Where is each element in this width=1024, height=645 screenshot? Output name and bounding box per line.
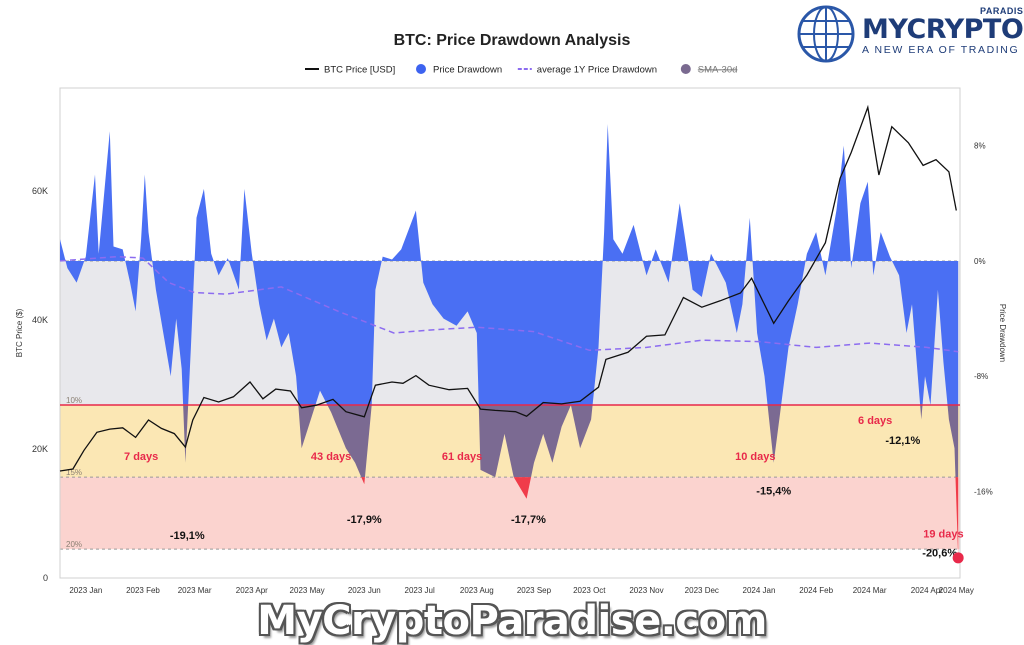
series-lines — [59, 104, 959, 472]
x-tick: 2023 Jun — [348, 586, 381, 595]
brand-name: MYCRYPTO — [862, 14, 1024, 45]
y-right-tick: -8% — [974, 372, 988, 381]
drawdown-area-upper — [60, 124, 959, 406]
drawdown-area — [60, 124, 960, 558]
legend-swatch-dot — [680, 64, 691, 74]
y-right-tick: 0% — [974, 257, 986, 266]
annotation-label: -15,4% — [756, 485, 791, 497]
x-tick: 2023 Nov — [629, 586, 663, 595]
y-right-tick: 8% — [974, 142, 986, 151]
brand-top-text: PARADISE — [980, 6, 1024, 16]
brand-logo: PARADISE MYCRYPTO A NEW ERA OF TRADING — [796, 4, 1024, 64]
band-label: 20% — [66, 540, 82, 549]
x-tick: 2023 Aug — [460, 586, 494, 595]
legend-item: BTC Price [USD] — [305, 65, 395, 76]
y-right-tick: -16% — [974, 488, 993, 497]
x-tick: 2023 May — [290, 586, 325, 595]
brand-tagline: A NEW ERA OF TRADING — [862, 44, 1020, 56]
annotation-label: -12,1% — [885, 435, 920, 447]
annotation-label: 10 days — [735, 451, 775, 463]
btc-price-line — [59, 104, 957, 472]
chart-title: BTC: Price Drawdown Analysis — [394, 32, 631, 49]
x-tick: 2024 Feb — [799, 586, 833, 595]
legend-item: SMA-30d — [680, 64, 738, 76]
band-positive — [60, 88, 960, 261]
legend-swatch-dot — [416, 64, 426, 74]
y-left-tick: 20K — [32, 444, 48, 454]
band-label: 10% — [66, 396, 82, 405]
band-label: 15% — [66, 468, 82, 477]
legend-item: Price Drawdown — [416, 64, 502, 76]
globe-icon — [797, 5, 855, 63]
annotations: 7 days 43 days 61 days 10 days 6 days 19 days… — [124, 415, 964, 564]
x-tick: 2024 Mar — [853, 586, 887, 595]
y-right-label: Price Drawdown — [998, 304, 1007, 362]
plot-frame — [59, 87, 961, 579]
y-left-label: BTC Price ($) — [15, 308, 24, 357]
x-tick: 2023 Dec — [685, 586, 719, 595]
endpoint-marker — [952, 552, 964, 564]
legend-label: SMA-30d — [698, 65, 738, 76]
legend-label: average 1Y Price Drawdown — [537, 65, 657, 76]
annotation-label: -19,1% — [170, 530, 205, 542]
y-left-tick: 0 — [43, 573, 48, 583]
legend: BTC Price [USD] Price Drawdown average 1Y … — [305, 64, 737, 76]
x-tick: 2024 May — [939, 586, 974, 595]
x-tick: 2023 Jul — [405, 586, 435, 595]
annotation-label: -17,7% — [511, 514, 546, 526]
y-left-tick: 60K — [32, 186, 48, 196]
y-left-tick: 40K — [32, 315, 48, 325]
x-tick: 2023 Oct — [573, 586, 606, 595]
annotation-label: 43 days — [311, 451, 351, 463]
legend-item: average 1Y Price Drawdown — [517, 65, 657, 76]
x-tick: 2023 Jan — [69, 586, 102, 595]
annotation-label: 61 days — [442, 451, 482, 463]
x-tick: 2024 Jan — [743, 586, 776, 595]
x-tick: 2023 Apr — [236, 586, 268, 595]
annotation-label: 6 days — [858, 415, 892, 427]
annotation-label: 19 days — [923, 529, 963, 541]
avg-1y-drawdown-line — [59, 255, 959, 353]
x-tick: 2023 Mar — [178, 586, 212, 595]
band-20% — [60, 477, 960, 550]
annotation-label: 7 days — [124, 451, 158, 463]
axes: 0 20K 40K 60K 8% 0% -8% -16% 2023 Jan 2023 Feb 202… — [15, 87, 1007, 595]
x-tick: 2023 Sep — [517, 586, 552, 595]
annotation-label: -17,9% — [347, 514, 382, 526]
legend-label: Price Drawdown — [433, 65, 502, 76]
x-tick: 2023 Feb — [126, 586, 160, 595]
legend-label: BTC Price [USD] — [324, 65, 395, 76]
x-tick: 2024 Apr — [911, 586, 943, 595]
annotation-label: -20,6% — [922, 547, 957, 559]
site-watermark: MyCryptoParadise.com — [257, 598, 767, 644]
